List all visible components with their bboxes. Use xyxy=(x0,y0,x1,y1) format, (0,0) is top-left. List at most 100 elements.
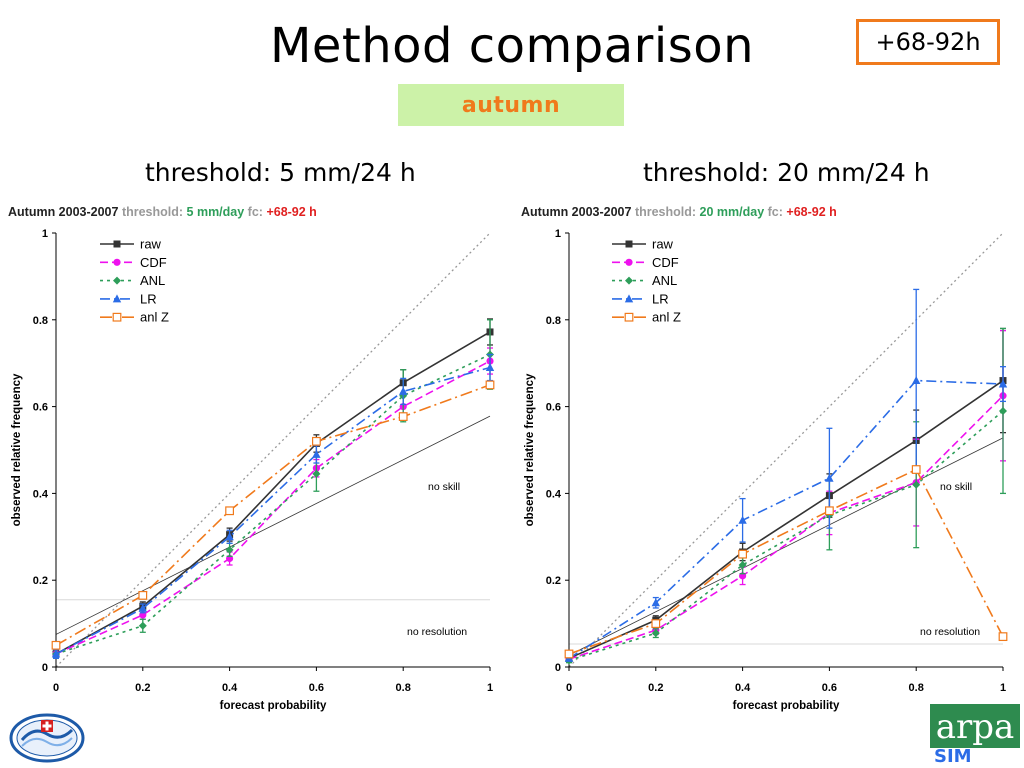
series-lr xyxy=(51,353,495,659)
data-point xyxy=(225,506,235,516)
left-threshold-heading: threshold: 5 mm/24 h xyxy=(145,158,416,187)
reliability-chart-5mm: Autumn 2003-2007 threshold: 5 mm/day fc:… xyxy=(8,205,495,712)
chart-title-part: threshold: xyxy=(631,205,699,219)
legend-label: ANL xyxy=(140,273,165,288)
data-point xyxy=(398,412,408,421)
data-point xyxy=(51,649,61,658)
chart-title-part: fc: xyxy=(244,205,266,219)
data-point xyxy=(651,629,660,638)
legend-marker xyxy=(625,240,633,248)
no-skill-line xyxy=(568,437,1004,656)
legend-label: LR xyxy=(140,291,157,306)
data-point xyxy=(999,406,1007,415)
x-tick-label: 1 xyxy=(487,682,493,694)
right-threshold-heading: threshold: 20 mm/24 h xyxy=(643,158,930,187)
chart-title: Autumn 2003-2007 threshold: 5 mm/day fc:… xyxy=(8,205,317,219)
legend-marker xyxy=(113,276,121,285)
arpa-logo-text: arpa xyxy=(936,707,1015,747)
data-point xyxy=(138,621,147,630)
data-point xyxy=(651,598,660,607)
no-skill-label: no skill xyxy=(428,481,460,493)
legend-label: anl Z xyxy=(652,310,681,325)
series-line xyxy=(55,360,491,655)
series-line xyxy=(55,384,491,646)
legend-marker xyxy=(624,312,634,322)
chart-title-part: 20 mm/day xyxy=(700,205,765,219)
data-point xyxy=(738,549,747,559)
series-raw xyxy=(565,327,1007,662)
legend-marker xyxy=(113,258,121,266)
series-anl xyxy=(565,327,1007,665)
x-tick-label: 0.4 xyxy=(735,682,751,694)
data-point xyxy=(564,649,574,659)
data-point xyxy=(485,380,495,390)
data-point xyxy=(738,561,747,570)
data-point xyxy=(312,469,321,478)
legend-marker xyxy=(113,240,121,248)
no-resolution-label: no resolution xyxy=(407,626,467,638)
data-point xyxy=(225,545,234,554)
data-point xyxy=(138,603,147,612)
season-label: autumn xyxy=(398,84,624,126)
y-tick-label: 0.8 xyxy=(33,315,48,327)
y-tick-label: 0 xyxy=(42,662,48,674)
data-point xyxy=(51,640,61,650)
data-point xyxy=(651,619,661,628)
series-anl-z xyxy=(51,380,495,650)
data-point xyxy=(399,386,408,395)
data-point xyxy=(911,465,921,474)
data-point xyxy=(998,632,1008,642)
x-axis-label: forecast probability xyxy=(733,700,840,712)
legend-marker xyxy=(625,276,633,285)
data-point xyxy=(738,515,747,524)
x-tick-label: 0.4 xyxy=(222,682,238,694)
legend-label: CDF xyxy=(140,255,167,270)
x-tick-label: 0.6 xyxy=(822,682,837,694)
series-line xyxy=(55,331,491,655)
series-cdf xyxy=(565,329,1007,663)
data-point xyxy=(485,363,495,372)
y-tick-label: 0.6 xyxy=(546,402,561,414)
x-tick-label: 1 xyxy=(1000,682,1006,694)
data-point xyxy=(998,379,1008,388)
data-point xyxy=(312,449,321,458)
legend-marker xyxy=(112,294,122,303)
data-point xyxy=(912,376,921,385)
page-title: Method comparison xyxy=(269,18,755,74)
arpa-piemonte-emblem-icon xyxy=(9,713,85,763)
series-line xyxy=(55,366,491,655)
legend-label: anl Z xyxy=(140,310,169,325)
series-line xyxy=(568,395,1004,660)
chart-title-part: Autumn 2003-2007 xyxy=(521,205,632,219)
legend: raw CDF ANL LR anl Z xyxy=(612,237,681,325)
y-tick-label: 0.4 xyxy=(546,488,562,500)
no-skill-label: no skill xyxy=(940,481,972,493)
legend-marker xyxy=(624,294,634,303)
y-tick-label: 0.2 xyxy=(33,575,48,587)
legend: raw CDF ANL LR anl Z xyxy=(100,237,169,325)
x-tick-label: 0.2 xyxy=(648,682,663,694)
y-tick-label: 0.4 xyxy=(33,488,49,500)
y-tick-label: 0 xyxy=(555,662,561,674)
chart-title-part: +68-92 h xyxy=(786,205,836,219)
series-line xyxy=(568,379,1004,660)
y-tick-label: 0.6 xyxy=(33,402,48,414)
x-tick-label: 0.2 xyxy=(135,682,150,694)
legend-label: raw xyxy=(140,237,162,252)
no-skill-line xyxy=(55,415,491,635)
reliability-chart-20mm: Autumn 2003-2007 threshold: 20 mm/day fc… xyxy=(521,205,1008,712)
legend-label: LR xyxy=(652,291,669,306)
data-point xyxy=(225,532,234,541)
legend-label: ANL xyxy=(652,273,677,288)
y-tick-label: 1 xyxy=(555,228,561,240)
legend-marker xyxy=(112,312,122,322)
y-tick-label: 0.2 xyxy=(546,575,561,587)
x-axis-label: forecast probability xyxy=(220,700,327,712)
data-point xyxy=(138,590,148,600)
data-point xyxy=(312,436,321,446)
y-axis-label: observed relative frequency xyxy=(524,373,536,526)
perfect-reliability-diagonal xyxy=(568,232,1004,668)
legend-label: CDF xyxy=(652,255,679,270)
chart-title-part: 5 mm/day xyxy=(187,205,245,219)
x-tick-label: 0 xyxy=(566,682,572,694)
